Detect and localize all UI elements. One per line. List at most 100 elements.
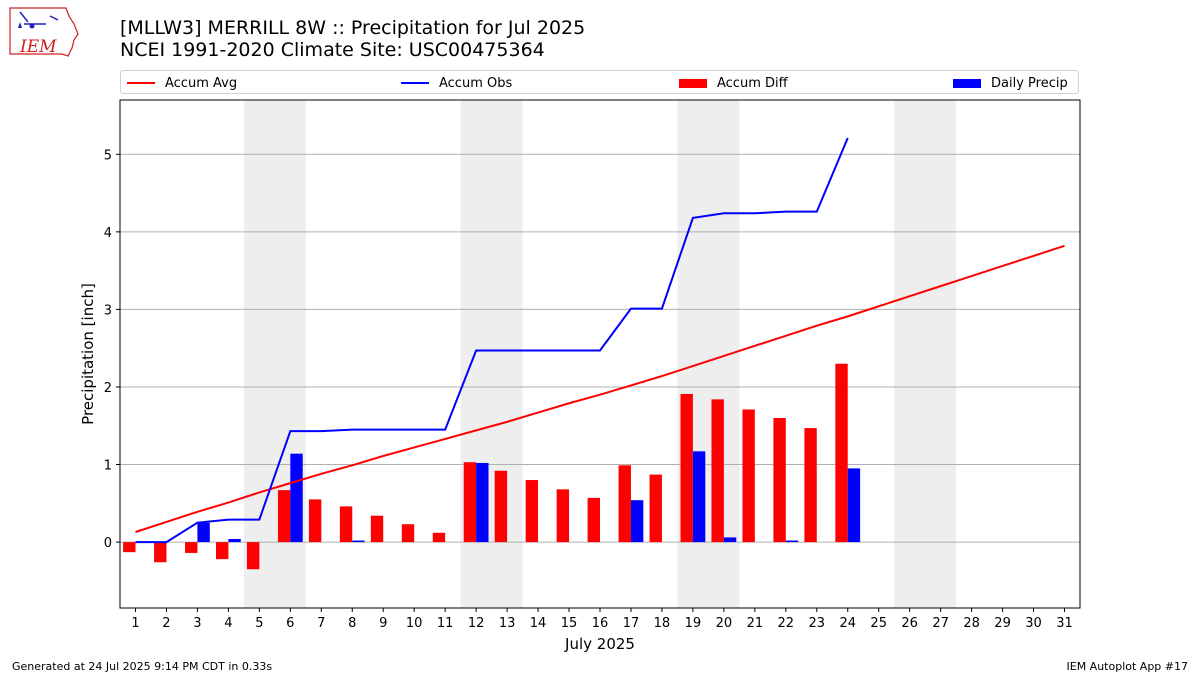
daily-precip-bar-day-24	[847, 468, 861, 543]
accum-diff-bar-day-15	[556, 489, 570, 543]
accum-diff-bar-day-21	[742, 409, 755, 543]
accum-diff-bar-day-17	[618, 465, 631, 543]
y-tick-label: 5	[104, 148, 112, 163]
daily-precip-bar-day-3	[197, 522, 210, 543]
legend-item-accum-obs: Accum Obs	[401, 71, 512, 95]
x-tick-label: 13	[499, 616, 516, 631]
legend-swatch-daily-precip	[953, 78, 981, 88]
x-tick-label: 14	[530, 616, 547, 631]
accum-diff-bar-day-5	[246, 542, 260, 570]
x-tick-label: 1	[131, 616, 139, 631]
accum-diff-bar-day-8	[339, 506, 353, 543]
lines	[135, 137, 1065, 544]
x-tick-label: 19	[685, 616, 702, 631]
x-tick-label: 4	[224, 616, 232, 631]
y-tick-label: 0	[104, 536, 112, 551]
x-tick-label: 31	[1056, 616, 1073, 631]
generated-timestamp: Generated at 24 Jul 2025 9:14 PM CDT in …	[12, 660, 273, 673]
accum-diff-bar-day-10	[401, 524, 415, 543]
x-tick-label: 21	[747, 616, 764, 631]
accum-diff-bar-day-6	[277, 490, 291, 543]
accum-diff-bar-day-18	[649, 474, 662, 543]
x-axis-label: July 2025	[564, 635, 635, 653]
accum-diff-bar-day-16	[587, 497, 600, 543]
accum-diff-bar-day-3	[185, 542, 198, 553]
accum-diff-bar-day-7	[308, 499, 322, 543]
x-tick-label: 2	[162, 616, 170, 631]
legend-label-accum-avg: Accum Avg	[165, 75, 238, 91]
legend-label-accum-diff: Accum Diff	[717, 75, 788, 91]
y-tick-label: 3	[104, 303, 112, 318]
x-tick-label: 23	[809, 616, 826, 631]
y-axis-label: Precipitation [inch]	[79, 283, 97, 425]
daily-precip-bar-day-17	[630, 500, 644, 543]
x-tick-label: 18	[654, 616, 671, 631]
daily-precip-bar-day-20	[723, 537, 737, 543]
x-tick-label: 27	[932, 616, 949, 631]
legend-label-accum-obs: Accum Obs	[439, 75, 513, 91]
daily-precip-bar-day-22	[785, 540, 799, 543]
iem-iowa-logo-icon: IEM	[9, 7, 79, 57]
app-credit: IEM Autoplot App #17	[1066, 660, 1189, 673]
accum-diff-bar-day-4	[216, 542, 229, 560]
weekend-band-3	[894, 100, 957, 608]
x-tick-label: 29	[994, 616, 1011, 631]
x-tick-label: 5	[255, 616, 263, 631]
accum-diff-bar-day-13	[494, 470, 508, 543]
accum-diff-bar-day-12	[463, 462, 477, 543]
x-tick-label: 28	[963, 616, 980, 631]
x-tick-label: 9	[379, 616, 387, 631]
daily-precip-bar-day-19	[692, 451, 706, 543]
x-tick-label: 3	[193, 616, 201, 631]
legend-swatch-accum-diff	[679, 78, 707, 88]
x-tick-label: 12	[468, 616, 485, 631]
x-tick-label: 22	[778, 616, 795, 631]
x-tick-label: 11	[437, 616, 454, 631]
weekend-shading	[243, 100, 957, 608]
accum-diff-bar-day-1	[123, 542, 136, 553]
legend-swatch-accum-avg	[127, 82, 155, 84]
y-tick-label: 1	[104, 459, 112, 474]
x-tick-label: 6	[286, 616, 294, 631]
x-tick-label: 15	[561, 616, 578, 631]
accum-diff-bar-day-9	[370, 515, 384, 543]
legend-item-accum-diff: Accum Diff	[679, 71, 788, 95]
x-tick-label: 20	[716, 616, 733, 631]
x-tick-label: 8	[348, 616, 356, 631]
x-axis-ticks: 1 2 3 4 5 6 7 8 9 10 11 12 13 14 15 16 17 18 19 20 21 22 23 24 2…	[131, 608, 1073, 631]
accum-diff-bar-day-2	[154, 542, 167, 563]
daily-precip-bar-day-8	[352, 540, 365, 543]
accum-diff-bar-day-23	[804, 428, 817, 543]
accum-diff-bar-day-24	[835, 363, 848, 543]
daily-precip-bar-day-4	[228, 538, 241, 543]
x-tick-label: 10	[406, 616, 423, 631]
x-tick-label: 7	[317, 616, 325, 631]
y-tick-label: 4	[104, 226, 112, 241]
y-tick-label: 2	[104, 381, 112, 396]
chart-subtitle: NCEI 1991-2020 Climate Site: USC00475364	[120, 39, 545, 61]
x-tick-label: 16	[592, 616, 609, 631]
x-tick-label: 17	[623, 616, 640, 631]
x-tick-label: 25	[870, 616, 887, 631]
legend-label-daily-precip: Daily Precip	[991, 75, 1068, 91]
accum-diff-bar-day-19	[680, 393, 693, 543]
logo-text: IEM	[19, 37, 57, 57]
legend-item-accum-avg: Accum Avg	[127, 71, 237, 95]
accum-diff-bar-day-20	[711, 399, 724, 543]
y-axis-ticks: 0 1 2 3 4 5	[104, 148, 120, 551]
legend-item-daily-precip: Daily Precip	[953, 71, 1068, 95]
chart-legend: Accum Avg Accum Obs Accum Diff Daily Pre…	[120, 70, 1079, 94]
accum-obs-line	[135, 137, 849, 544]
accum-diff-bar-day-22	[773, 417, 786, 543]
accum-avg-line	[135, 244, 1065, 533]
x-tick-label: 26	[901, 616, 918, 631]
accum-diff-bar-day-11	[432, 532, 446, 543]
daily-precip-bar-day-12	[476, 462, 489, 543]
x-tick-label: 30	[1025, 616, 1042, 631]
accum-diff-bar-day-14	[525, 480, 539, 543]
bars	[123, 363, 861, 570]
chart-title: [MLLW3] MERRILL 8W :: Precipitation for …	[120, 17, 586, 39]
legend-swatch-accum-obs	[401, 82, 429, 84]
daily-precip-bar-day-6	[290, 453, 303, 543]
